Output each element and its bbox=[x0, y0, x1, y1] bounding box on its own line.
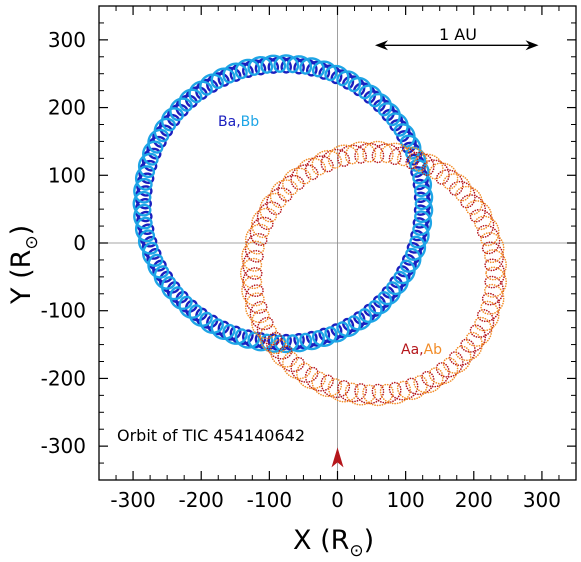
y-tick-label: -200 bbox=[41, 366, 86, 390]
y-tick-label: 200 bbox=[48, 96, 86, 120]
series-label-b: Ba,Bb bbox=[218, 114, 259, 130]
series-aa bbox=[242, 142, 506, 405]
scale-bar-label: 1 AU bbox=[439, 25, 477, 44]
y-tick-label: 100 bbox=[48, 163, 86, 187]
x-tick-label: 200 bbox=[455, 488, 493, 512]
ticks-layer: -300 -200 -100 0 100 200 300 -300 -200 -100 0 100 20… bbox=[41, 6, 576, 512]
series-label-a: Aa,Ab bbox=[401, 342, 442, 358]
x-axis-title: X (R⊙) bbox=[293, 525, 374, 561]
x-tick-label: 100 bbox=[387, 488, 425, 512]
y-tick-label: -300 bbox=[41, 434, 86, 458]
y-tick-label: -100 bbox=[41, 299, 86, 323]
y-tick-label: 300 bbox=[48, 28, 86, 52]
label-ab: Ab bbox=[424, 342, 443, 358]
origin-arrow-marker bbox=[331, 447, 344, 468]
x-tick-label: 300 bbox=[523, 488, 561, 512]
chart-caption: Orbit of TIC 454140642 bbox=[117, 426, 305, 445]
y-axis-title: Y (R⊙) bbox=[6, 225, 42, 305]
x-tick-label: -100 bbox=[247, 488, 292, 512]
label-aa: Aa bbox=[401, 342, 419, 358]
label-bb: Bb bbox=[241, 114, 260, 130]
x-axis-unit-symbol: ⊙ bbox=[349, 541, 363, 561]
x-tick-label: 0 bbox=[331, 488, 344, 512]
x-tick-label: -300 bbox=[110, 488, 155, 512]
scale-bar-arrow-left bbox=[374, 40, 388, 51]
x-tick-label: -200 bbox=[179, 488, 224, 512]
x-axis-label: X (R bbox=[293, 525, 349, 556]
scale-bar-arrow-right bbox=[525, 40, 539, 51]
y-tick-label: 0 bbox=[73, 231, 86, 255]
series-bb bbox=[132, 54, 434, 354]
annotations-layer bbox=[331, 40, 539, 468]
y-axis-unit-symbol: ⊙ bbox=[22, 235, 42, 249]
y-axis-label: Y (R bbox=[6, 250, 37, 305]
series-ab bbox=[239, 140, 507, 407]
label-ba: Ba bbox=[218, 114, 236, 130]
series-layer bbox=[132, 54, 507, 407]
